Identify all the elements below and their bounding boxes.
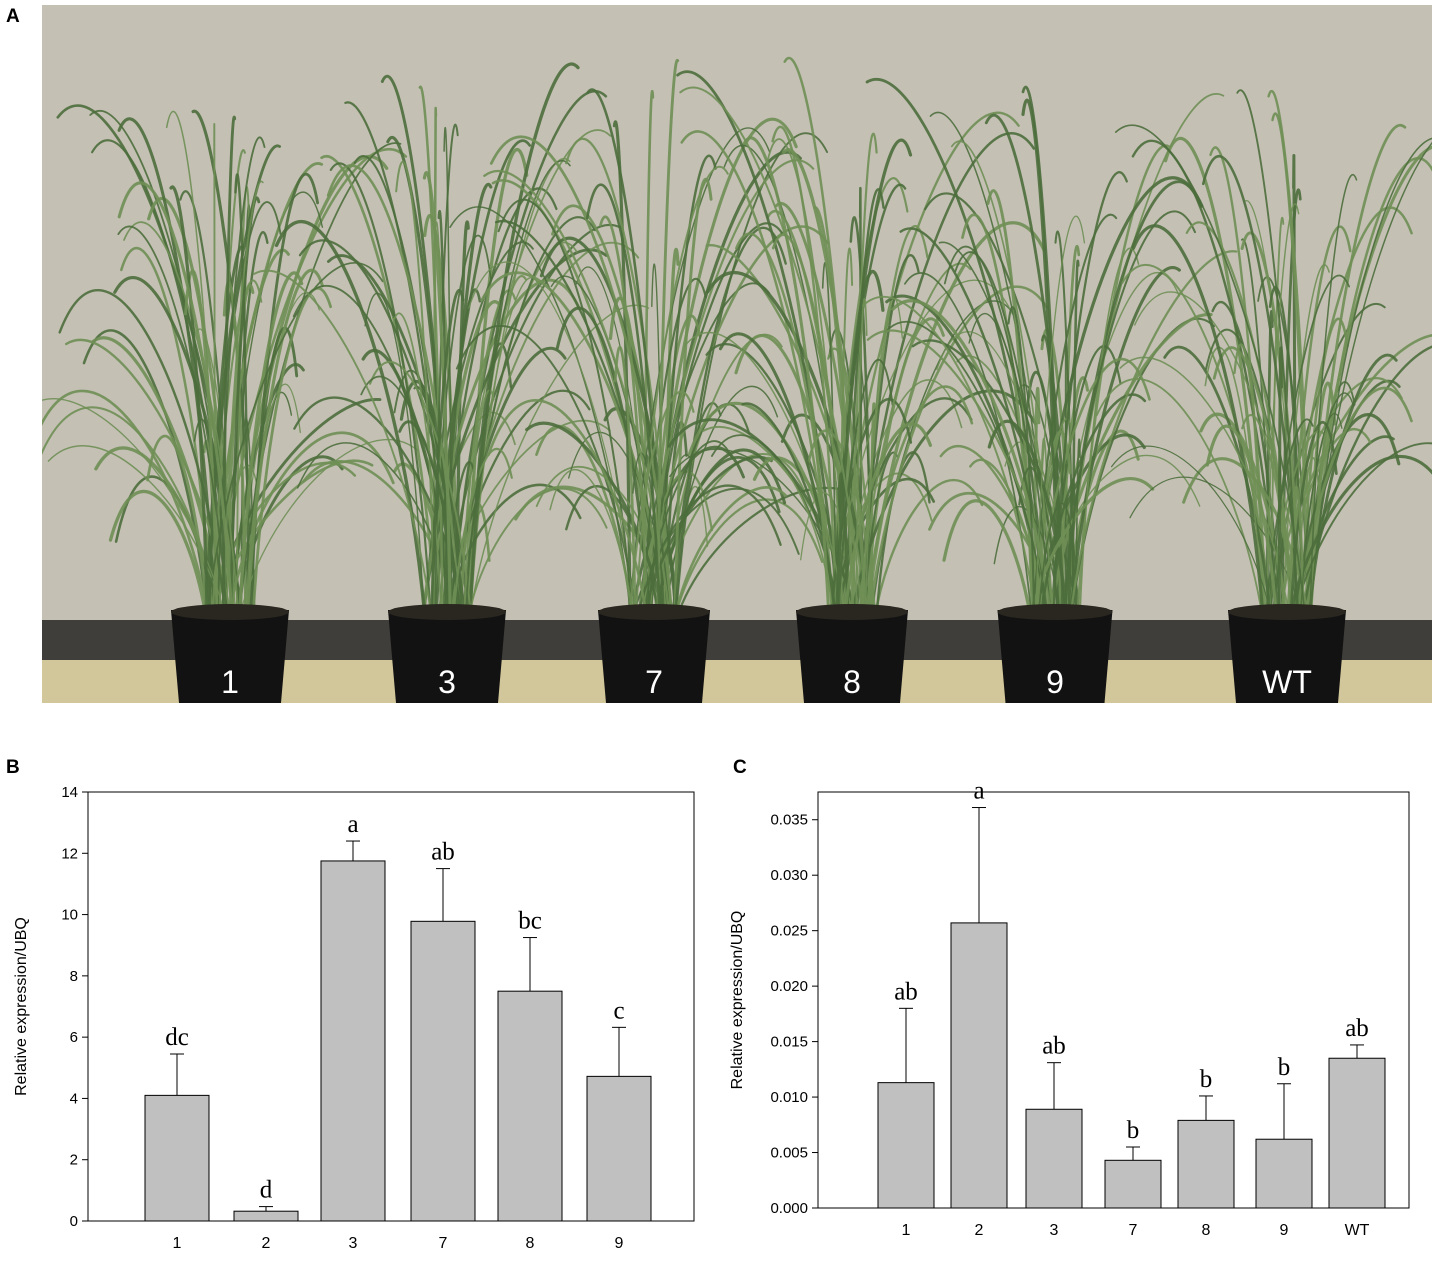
bar-7 [410, 920, 476, 1222]
plant-5 [862, 78, 1238, 622]
pot-label-3: 7 [645, 664, 663, 700]
sig-letter-1: ab [894, 978, 918, 1005]
sig-letter-9: b [1278, 1054, 1291, 1081]
x-tick-label-7: 7 [439, 1235, 448, 1252]
y-tick-label: 0.000 [770, 1200, 808, 1217]
x-tick-label-3: 3 [349, 1235, 358, 1252]
x-tick-label-7: 7 [1129, 1222, 1138, 1239]
y-axis-label: Relative expression/UBQ [13, 917, 30, 1096]
bar-9 [586, 1075, 652, 1222]
sig-letter-3: ab [1042, 1033, 1066, 1060]
bar-WT [1328, 1057, 1386, 1209]
pot-6 [1228, 610, 1346, 703]
bar-8 [497, 990, 563, 1222]
bar-3 [320, 860, 386, 1222]
y-tick-label: 12 [61, 845, 78, 862]
x-tick-label-1: 1 [173, 1235, 182, 1252]
chart-b: 0 2 4 6 8 10 12 14 Relative expression/UBQ dc 1 d 2 a… [13, 784, 695, 1252]
y-tick-label: 8 [70, 968, 78, 985]
sig-letter-7: ab [431, 839, 455, 866]
y-tick-label: 4 [70, 1090, 78, 1107]
pot-1 [171, 610, 289, 703]
panel-label-a: A [6, 6, 20, 27]
x-tick-label-9: 9 [615, 1235, 624, 1252]
bar-7 [1104, 1159, 1162, 1209]
bar-8 [1177, 1119, 1235, 1209]
plant-3 [449, 59, 862, 622]
plant-2 [253, 62, 650, 622]
chart-c: 0.000 0.005 0.010 0.015 0.020 0.025 0.030 0.035… [729, 778, 1410, 1239]
y-tick-label: 2 [70, 1152, 78, 1169]
plant-photo: 1 3 7 8 9 WT [42, 5, 1432, 703]
bar-3 [1025, 1108, 1083, 1209]
x-tick-label-2: 2 [262, 1235, 271, 1252]
x-tick-label-2: 2 [975, 1222, 984, 1239]
y-tick-label: 10 [61, 907, 78, 924]
pot-label-2: 3 [438, 664, 456, 700]
sig-letter-1: dc [165, 1024, 189, 1051]
plot-frame [87, 791, 695, 1222]
sig-letter-2: d [260, 1177, 273, 1204]
sig-letter-2: a [973, 778, 984, 805]
plants [42, 56, 1432, 622]
bar-2 [233, 1210, 299, 1222]
pot-2 [388, 610, 506, 703]
pot-4 [796, 610, 908, 703]
x-tick-label-3: 3 [1050, 1222, 1059, 1239]
y-tick-label: 0.030 [770, 867, 808, 884]
plant-6 [1095, 89, 1432, 622]
bar-2 [950, 922, 1008, 1209]
y-tick-label: 0.010 [770, 1089, 808, 1106]
pot-label-1: 1 [221, 664, 239, 700]
sig-letter-8: b [1200, 1066, 1213, 1093]
y-tick-label: 0.020 [770, 978, 808, 995]
panel-label-b: B [6, 757, 20, 778]
y-tick-label: 0.035 [770, 812, 808, 829]
pot-5 [997, 610, 1113, 703]
sig-letter-8: bc [518, 908, 542, 935]
sig-letter-7: b [1127, 1117, 1140, 1144]
y-tick-label: 6 [70, 1029, 78, 1046]
sig-letter-WT: ab [1345, 1015, 1369, 1042]
panel-label-c: C [733, 757, 747, 778]
sig-letter-9: c [613, 997, 624, 1024]
bar-1 [877, 1082, 935, 1209]
x-tick-label-1: 1 [902, 1222, 911, 1239]
pot-label-5: 9 [1046, 664, 1064, 700]
bar-9 [1255, 1138, 1313, 1209]
y-axis-label: Relative expression/UBQ [729, 911, 746, 1090]
pot-3 [598, 610, 710, 703]
pot-label-4: 8 [843, 664, 861, 700]
y-tick-label: 14 [61, 784, 78, 801]
x-tick-label-WT: WT [1345, 1222, 1370, 1239]
pot-label-6: WT [1262, 664, 1312, 700]
sig-letter-3: a [347, 811, 358, 838]
y-tick-label: 0 [70, 1213, 78, 1230]
x-tick-label-8: 8 [1202, 1222, 1211, 1239]
x-tick-label-8: 8 [526, 1235, 535, 1252]
x-tick-label-9: 9 [1280, 1222, 1289, 1239]
y-tick-label: 0.005 [770, 1145, 808, 1162]
y-tick-label: 0.015 [770, 1034, 808, 1051]
plant-1 [42, 104, 420, 622]
y-tick-label: 0.025 [770, 923, 808, 940]
bar-1 [144, 1094, 210, 1222]
